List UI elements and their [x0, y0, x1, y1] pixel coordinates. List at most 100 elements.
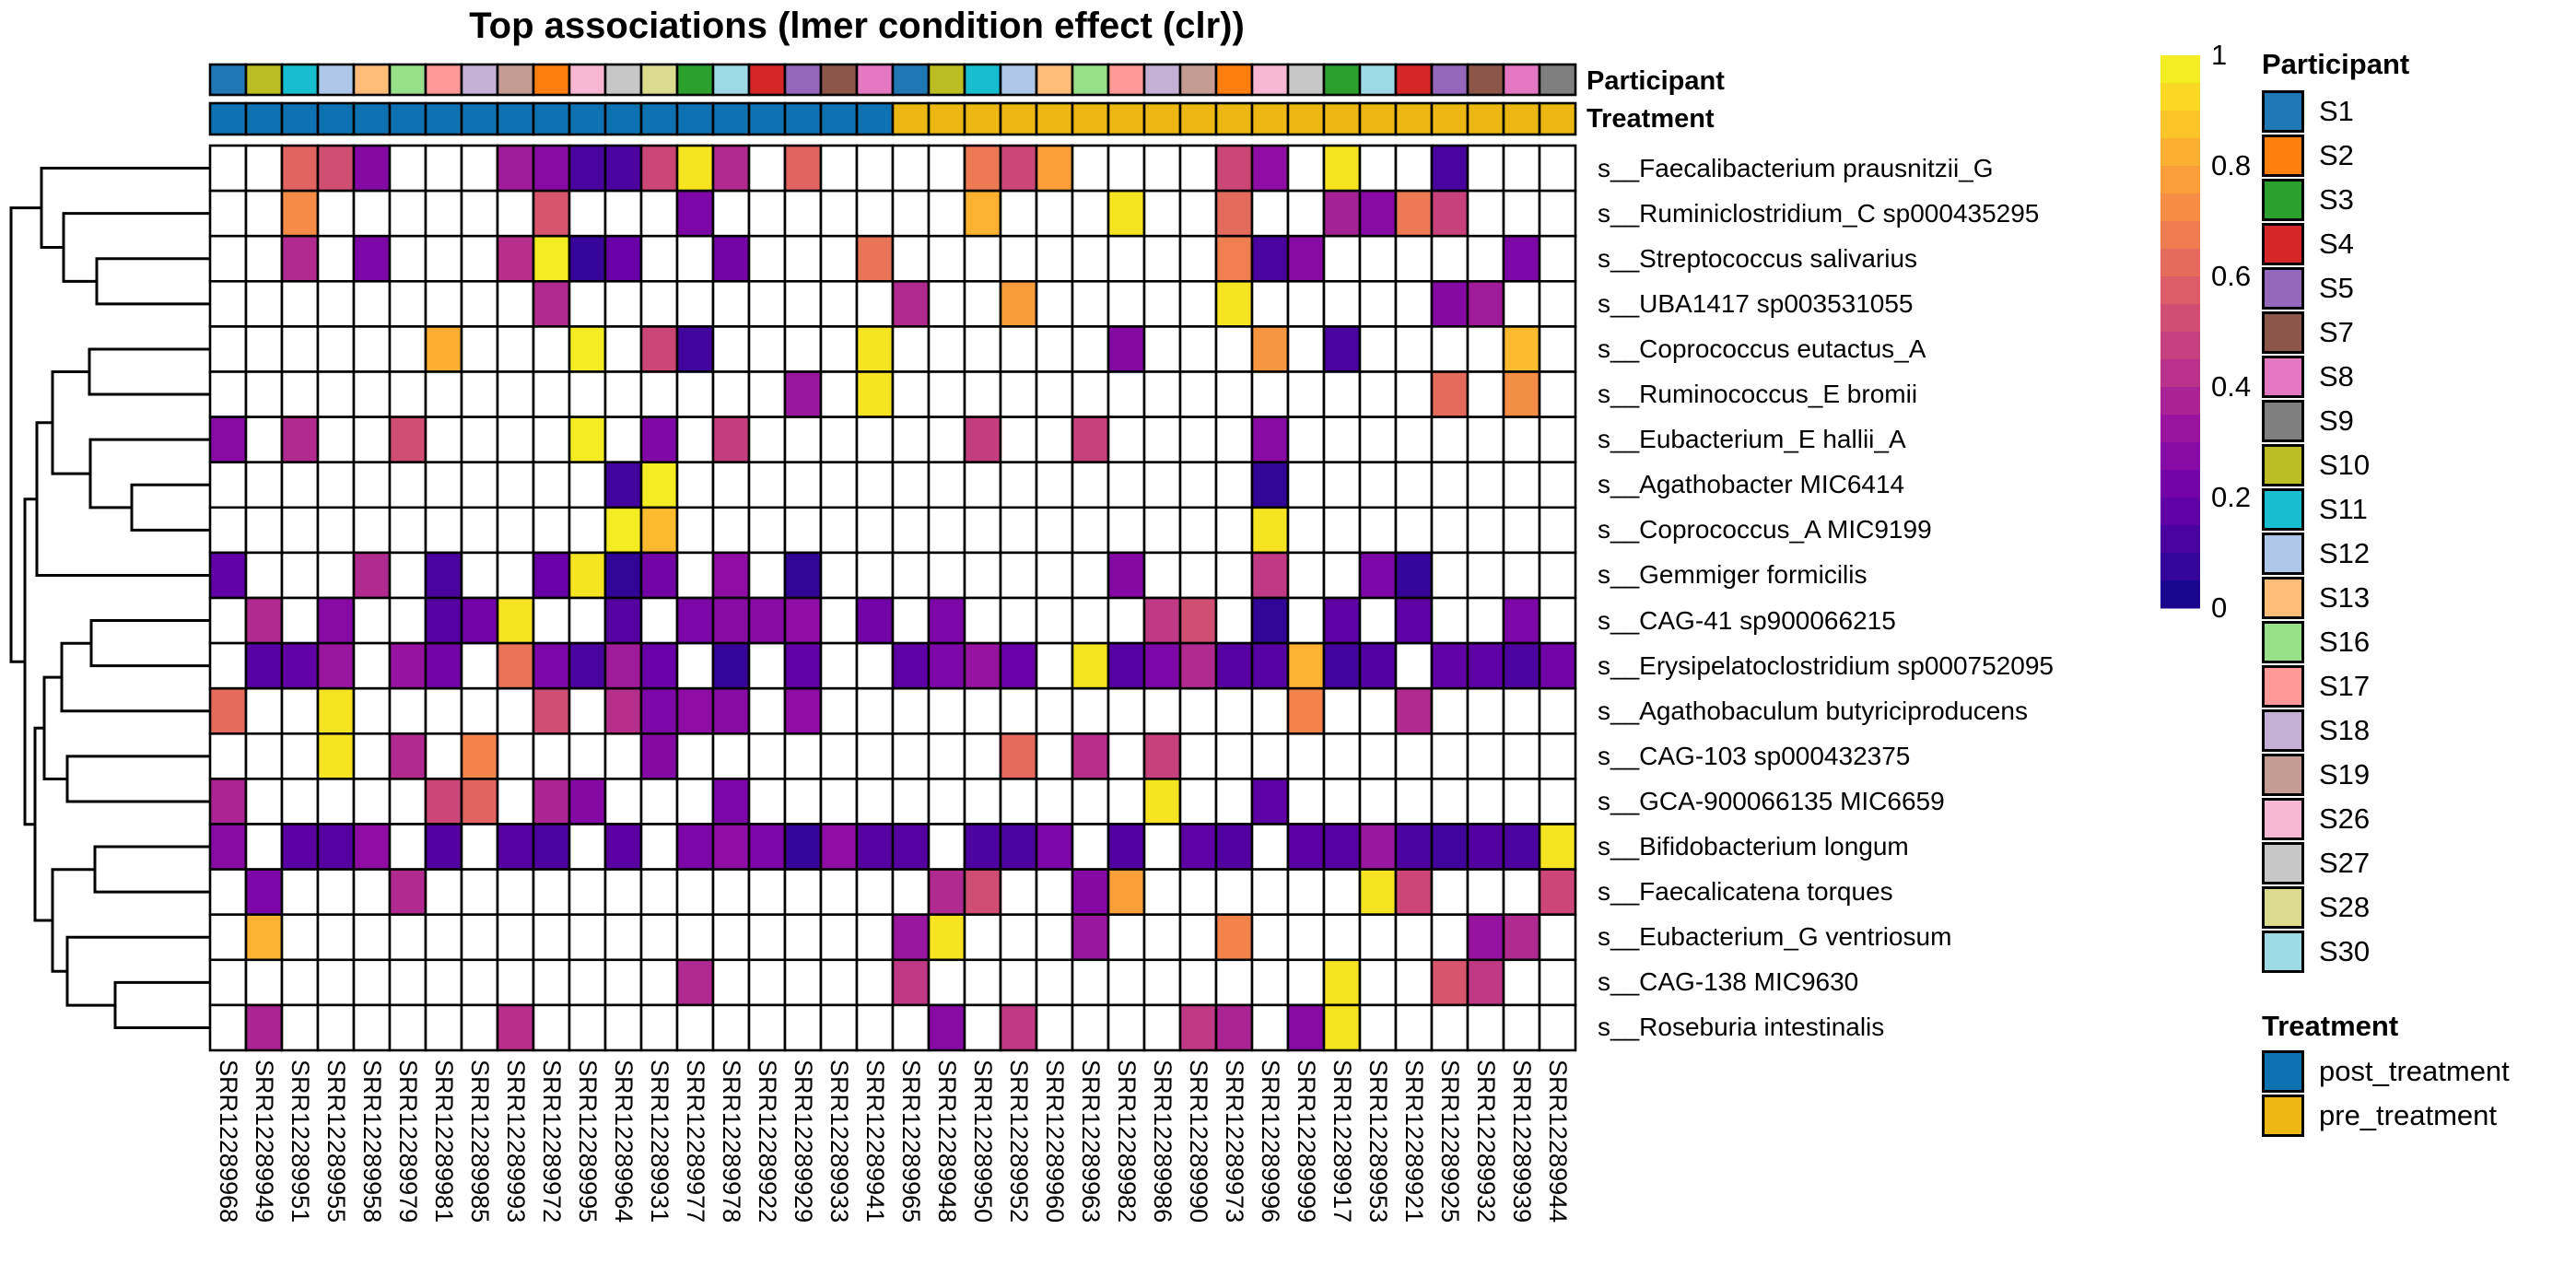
heatmap-cell	[603, 144, 643, 193]
participant-annotation-cell	[603, 63, 643, 97]
heatmap-cell	[675, 461, 715, 509]
heatmap-cell	[1394, 732, 1434, 780]
heatmap-cell	[1322, 823, 1362, 871]
heatmap-cell	[891, 144, 931, 193]
heatmap-cell	[496, 823, 535, 871]
heatmap-cell	[1214, 506, 1254, 555]
heatmap-cell	[639, 234, 679, 283]
heatmap-cell	[639, 506, 679, 555]
heatmap-cell	[568, 416, 607, 464]
heatmap-cell	[1466, 778, 1505, 825]
heatmap-cell	[639, 416, 679, 464]
heatmap-cell	[891, 823, 931, 871]
heatmap-cell	[244, 551, 284, 600]
colorbar-tick-label: 0.6	[2211, 260, 2252, 292]
heatmap-cell	[1502, 686, 1541, 735]
heatmap-cell	[1142, 641, 1182, 690]
row-label: s__UBA1417 sp003531055	[1598, 288, 1914, 318]
heatmap-cell	[1538, 416, 1577, 464]
heatmap-cell	[1071, 416, 1110, 464]
heatmap-cell	[1430, 144, 1469, 193]
row-label: s__Faecalicatena torques	[1598, 877, 1893, 907]
heatmap-cell	[639, 823, 679, 871]
heatmap-cell	[568, 641, 607, 690]
heatmap-cell	[280, 596, 320, 645]
heatmap-cell	[675, 641, 715, 690]
heatmap-cell	[460, 416, 499, 464]
heatmap-cell	[711, 778, 751, 825]
heatmap-cell	[639, 370, 679, 418]
participant-annotation-cell	[1250, 63, 1290, 97]
heatmap-cell	[208, 325, 248, 373]
heatmap-cell	[1538, 778, 1577, 825]
heatmap-cell	[783, 641, 823, 690]
heatmap-cell	[244, 370, 284, 418]
heatmap-cell	[1358, 641, 1398, 690]
participant-annotation-cell	[711, 63, 751, 97]
participant-annotation-cell	[424, 63, 463, 97]
heatmap-cell	[1142, 778, 1182, 825]
treatment-legend-title: Treatment	[2262, 1010, 2399, 1042]
heatmap-cell	[244, 596, 284, 645]
heatmap-cell	[1250, 868, 1290, 916]
heatmap-cell	[1538, 461, 1577, 509]
column-label: SRR12289968	[215, 1060, 242, 1224]
heatmap-cell	[927, 506, 966, 555]
heatmap-cell	[891, 1003, 931, 1052]
row-label: s__Eubacterium_E hallii_A	[1598, 425, 1906, 454]
colorbar-tick-label: 0.8	[2211, 149, 2252, 181]
heatmap-cell	[747, 461, 787, 509]
heatmap-cell	[1071, 778, 1110, 825]
colorbar-step	[2160, 249, 2200, 277]
heatmap-cell	[280, 416, 320, 464]
heatmap-cell	[388, 325, 427, 373]
treatment-annotation-cell	[711, 101, 751, 136]
heatmap-cell	[1107, 868, 1146, 916]
heatmap-cell	[963, 913, 1002, 962]
legend-label: S28	[2319, 891, 2371, 923]
heatmap-cell	[1142, 506, 1182, 555]
heatmap-cell	[675, 686, 715, 735]
heatmap-cell	[280, 144, 320, 193]
heatmap-cell	[927, 1003, 966, 1052]
heatmap-cell	[1286, 370, 1326, 418]
heatmap-cell	[1430, 823, 1469, 871]
heatmap-cell	[244, 279, 284, 328]
heatmap-cell	[855, 551, 895, 600]
legend-label: S4	[2319, 228, 2354, 260]
heatmap-cell	[891, 189, 931, 238]
heatmap-cell	[1250, 596, 1290, 645]
heatmap-cell	[999, 551, 1038, 600]
participant-annotation-cell	[783, 63, 823, 97]
column-label: SRR12289925	[1436, 1060, 1464, 1224]
column-label: SRR12289953	[1364, 1060, 1392, 1224]
heatmap-cell	[783, 868, 823, 916]
heatmap-cell	[891, 416, 931, 464]
column-label: SRR12289977	[682, 1060, 709, 1224]
legend-label: S18	[2319, 714, 2371, 746]
heatmap-cell	[1214, 596, 1254, 645]
heatmap-cell	[999, 416, 1038, 464]
heatmap-cell	[424, 279, 463, 328]
legend-swatch	[2262, 577, 2304, 619]
legend-swatch	[2262, 665, 2304, 708]
colorbar-step	[2160, 359, 2200, 388]
heatmap-cell	[208, 732, 248, 780]
colorbar-step	[2160, 55, 2200, 84]
heatmap-cell	[783, 958, 823, 1007]
heatmap-cell	[1466, 416, 1505, 464]
colorbar-step	[2160, 111, 2200, 139]
heatmap-cell	[927, 958, 966, 1007]
heatmap-cell	[1286, 1003, 1326, 1052]
column-label: SRR12289978	[718, 1060, 745, 1224]
heatmap-cell	[1322, 279, 1362, 328]
heatmap-cell	[424, 234, 463, 283]
heatmap-cell	[316, 913, 356, 962]
heatmap-cell	[675, 551, 715, 600]
heatmap-cell	[1071, 279, 1110, 328]
heatmap-cell	[639, 1003, 679, 1052]
heatmap-cell	[316, 325, 356, 373]
heatmap-cell	[460, 732, 499, 780]
heatmap-cell	[711, 596, 751, 645]
heatmap-cell	[1107, 732, 1146, 780]
